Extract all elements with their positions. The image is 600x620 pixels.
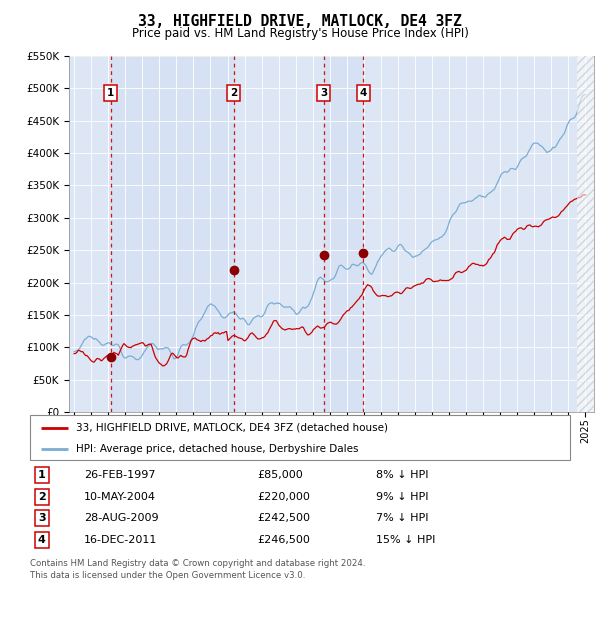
Text: 9% ↓ HPI: 9% ↓ HPI — [376, 492, 428, 502]
Text: 3: 3 — [320, 88, 328, 98]
Text: 4: 4 — [359, 88, 367, 98]
Text: £220,000: £220,000 — [257, 492, 310, 502]
Text: 15% ↓ HPI: 15% ↓ HPI — [376, 535, 435, 545]
Text: 28-AUG-2009: 28-AUG-2009 — [84, 513, 158, 523]
Text: 3: 3 — [38, 513, 46, 523]
FancyBboxPatch shape — [30, 415, 570, 460]
Text: 33, HIGHFIELD DRIVE, MATLOCK, DE4 3FZ: 33, HIGHFIELD DRIVE, MATLOCK, DE4 3FZ — [138, 14, 462, 29]
Text: 1: 1 — [107, 88, 115, 98]
Text: 2: 2 — [230, 88, 237, 98]
Bar — [111, 56, 233, 412]
Polygon shape — [577, 56, 594, 412]
Bar — [324, 56, 363, 412]
Text: 4: 4 — [38, 535, 46, 545]
Text: HPI: Average price, detached house, Derbyshire Dales: HPI: Average price, detached house, Derb… — [76, 444, 358, 454]
Text: 8% ↓ HPI: 8% ↓ HPI — [376, 470, 428, 480]
Text: Price paid vs. HM Land Registry's House Price Index (HPI): Price paid vs. HM Land Registry's House … — [131, 27, 469, 40]
Text: £85,000: £85,000 — [257, 470, 302, 480]
Text: 16-DEC-2011: 16-DEC-2011 — [84, 535, 157, 545]
Text: £246,500: £246,500 — [257, 535, 310, 545]
Text: 33, HIGHFIELD DRIVE, MATLOCK, DE4 3FZ (detached house): 33, HIGHFIELD DRIVE, MATLOCK, DE4 3FZ (d… — [76, 423, 388, 433]
Bar — [577, 56, 594, 412]
Text: 26-FEB-1997: 26-FEB-1997 — [84, 470, 155, 480]
Text: 7% ↓ HPI: 7% ↓ HPI — [376, 513, 428, 523]
Text: Contains HM Land Registry data © Crown copyright and database right 2024.
This d: Contains HM Land Registry data © Crown c… — [30, 559, 365, 580]
Text: 10-MAY-2004: 10-MAY-2004 — [84, 492, 156, 502]
Text: 1: 1 — [38, 470, 46, 480]
Text: £242,500: £242,500 — [257, 513, 310, 523]
Text: 2: 2 — [38, 492, 46, 502]
